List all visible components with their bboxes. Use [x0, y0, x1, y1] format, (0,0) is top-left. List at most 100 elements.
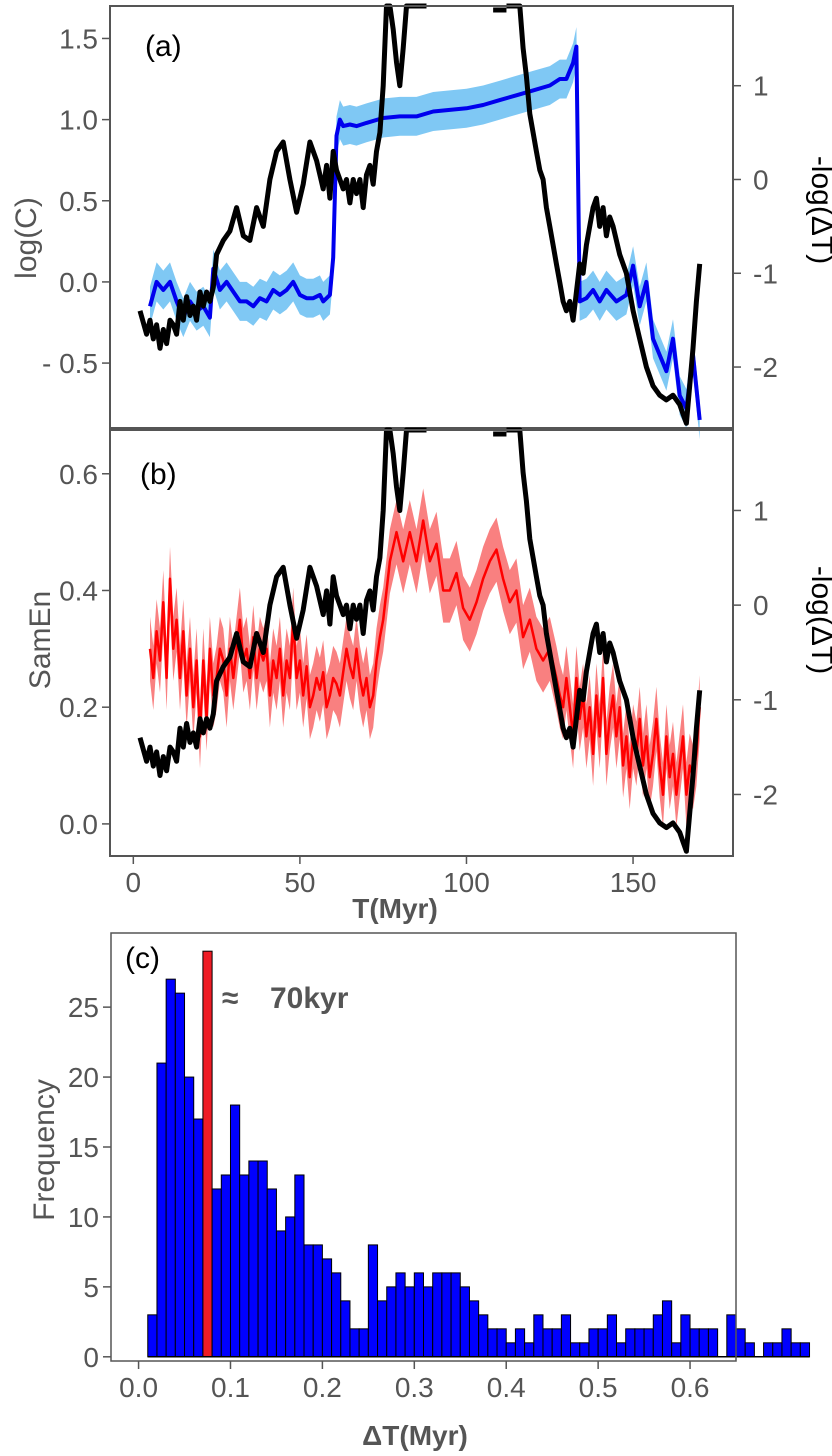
histogram-bar	[450, 1272, 461, 1358]
panel-a-y2ticks: 1 0 -1 -2	[733, 71, 778, 383]
histogram-bar	[229, 1104, 241, 1358]
histogram-bar	[744, 1342, 755, 1358]
histogram-bar	[487, 1328, 498, 1358]
logc-line	[148, 44, 702, 421]
c-x-tick-label: 0.2	[303, 1372, 342, 1403]
panel-a-frame	[109, 5, 734, 429]
b-y2-tick-label: 0	[753, 590, 769, 621]
samen-line	[148, 519, 701, 796]
a-y2-tick-label: -1	[753, 258, 778, 289]
b-neglogdt-segment-1	[506, 427, 703, 854]
b-y-tick-label: 0.6	[59, 459, 98, 490]
histogram-bar	[643, 1328, 654, 1358]
histogram-bar	[689, 1328, 700, 1358]
panel-b-y2ticks: 1 0 -1 -2	[733, 495, 778, 810]
histogram-bar	[616, 1342, 627, 1358]
histogram-bar	[597, 1328, 608, 1358]
histogram-bar	[413, 1272, 425, 1358]
c-x-tick-label: 0.0	[119, 1372, 158, 1403]
samen-confidence-band	[150, 488, 700, 827]
c-y-tick-label: 0	[83, 1342, 99, 1373]
histogram-bar	[625, 1328, 636, 1358]
histogram-bar	[358, 1328, 369, 1358]
a-y-tick-label: 1.0	[59, 105, 98, 136]
histogram-bar	[505, 1342, 516, 1358]
panel-c-xlabel: ΔT(Myr)	[362, 1420, 468, 1451]
logc-confidence-band	[150, 27, 700, 440]
histogram-bar	[165, 978, 176, 1358]
c-x-tick-label: 0.5	[579, 1372, 618, 1403]
histogram-bar	[367, 1244, 379, 1358]
histogram-bar	[707, 1328, 719, 1358]
histogram-bar	[441, 1272, 452, 1358]
histogram-bar	[533, 1314, 544, 1358]
histogram-bar	[468, 1300, 480, 1358]
histogram-bar	[661, 1300, 673, 1358]
logc-band	[150, 27, 700, 440]
histogram-bar	[331, 1272, 342, 1358]
b-y2-tick-label: 1	[753, 495, 769, 526]
histogram-bar	[211, 1188, 222, 1358]
b-neglogdt-segment-0	[137, 427, 427, 778]
c-y-tick-label: 10	[68, 1202, 99, 1233]
histogram-bar	[193, 1118, 204, 1358]
histogram-bar	[459, 1286, 470, 1358]
histogram-bar	[524, 1342, 535, 1358]
a-neglogdt-segment-1	[506, 3, 703, 426]
histogram-bar	[735, 1328, 746, 1358]
histogram-bars	[147, 950, 811, 1358]
panel-c-xticks: 0.0 0.1 0.2 0.3 0.4 0.5 0.6	[119, 1361, 710, 1403]
histogram-bar	[266, 1188, 277, 1358]
b-y-tick-label: 0.0	[59, 809, 98, 840]
panel-c: 0 5 10 15 20 25 0.0 0.1 0.2 0.3 0.4 0.5 0.6 (c) Fre…	[28, 932, 811, 1451]
a-y2-tick-label: 1	[753, 71, 769, 102]
c-y-tick-label: 20	[68, 1062, 99, 1093]
histogram-bar	[340, 1300, 351, 1358]
histogram-bar	[634, 1328, 645, 1358]
logc-series	[148, 44, 702, 421]
panel-b-y2label: -log(ΔT)	[805, 566, 832, 674]
b-y-tick-label: 0.4	[59, 575, 98, 606]
a-neglogdt-segment-0	[137, 3, 427, 351]
panel-b-frame	[109, 429, 734, 857]
histogram-bar	[285, 1216, 296, 1358]
histogram-bar	[184, 1076, 195, 1358]
a-y-tick-label: 0.5	[59, 186, 98, 217]
b-x-tick-label: 100	[443, 867, 490, 898]
histogram-bar	[560, 1314, 572, 1358]
histogram-bar	[404, 1286, 415, 1358]
histogram-bar	[698, 1328, 709, 1358]
histogram-bar	[147, 1314, 158, 1358]
histogram-bar	[423, 1286, 434, 1358]
samen-band	[150, 488, 700, 827]
histogram-bar	[257, 1160, 268, 1358]
b-x-tick-label: 50	[284, 867, 315, 898]
a-y2-tick-label: -2	[753, 352, 778, 383]
histogram-bar	[156, 1062, 167, 1358]
c-x-tick-label: 0.6	[671, 1372, 710, 1403]
histogram-bar	[542, 1328, 553, 1358]
histogram-bar	[781, 1328, 792, 1358]
histogram-bar	[294, 1174, 305, 1358]
a-y-tick-label: 1.5	[59, 23, 98, 54]
histogram-bar	[321, 1258, 333, 1358]
b-y2-tick-label: -1	[753, 685, 778, 716]
histogram-bar	[478, 1314, 489, 1358]
a-y-tick-label: 0.0	[59, 267, 98, 298]
c-y-tick-label: 25	[68, 992, 99, 1023]
histogram-bar	[377, 1300, 388, 1358]
histogram-bar	[551, 1328, 562, 1358]
panel-c-yticks: 0 5 10 15 20 25	[68, 992, 111, 1373]
c-x-tick-label: 0.3	[395, 1372, 434, 1403]
a-y2-tick-label: 0	[753, 164, 769, 195]
histogram-bar	[514, 1328, 526, 1358]
b-y2-tick-label: -2	[753, 779, 778, 810]
b-y-tick-label: 0.2	[59, 692, 98, 723]
panel-b-xticks: 0 50 100 150	[126, 856, 656, 898]
histogram-bar	[588, 1328, 599, 1358]
histogram-bar	[220, 1174, 231, 1358]
annotation-70kyr: 70kyr	[270, 982, 349, 1015]
histogram-bar	[275, 1230, 287, 1358]
histogram-bar	[680, 1314, 691, 1358]
